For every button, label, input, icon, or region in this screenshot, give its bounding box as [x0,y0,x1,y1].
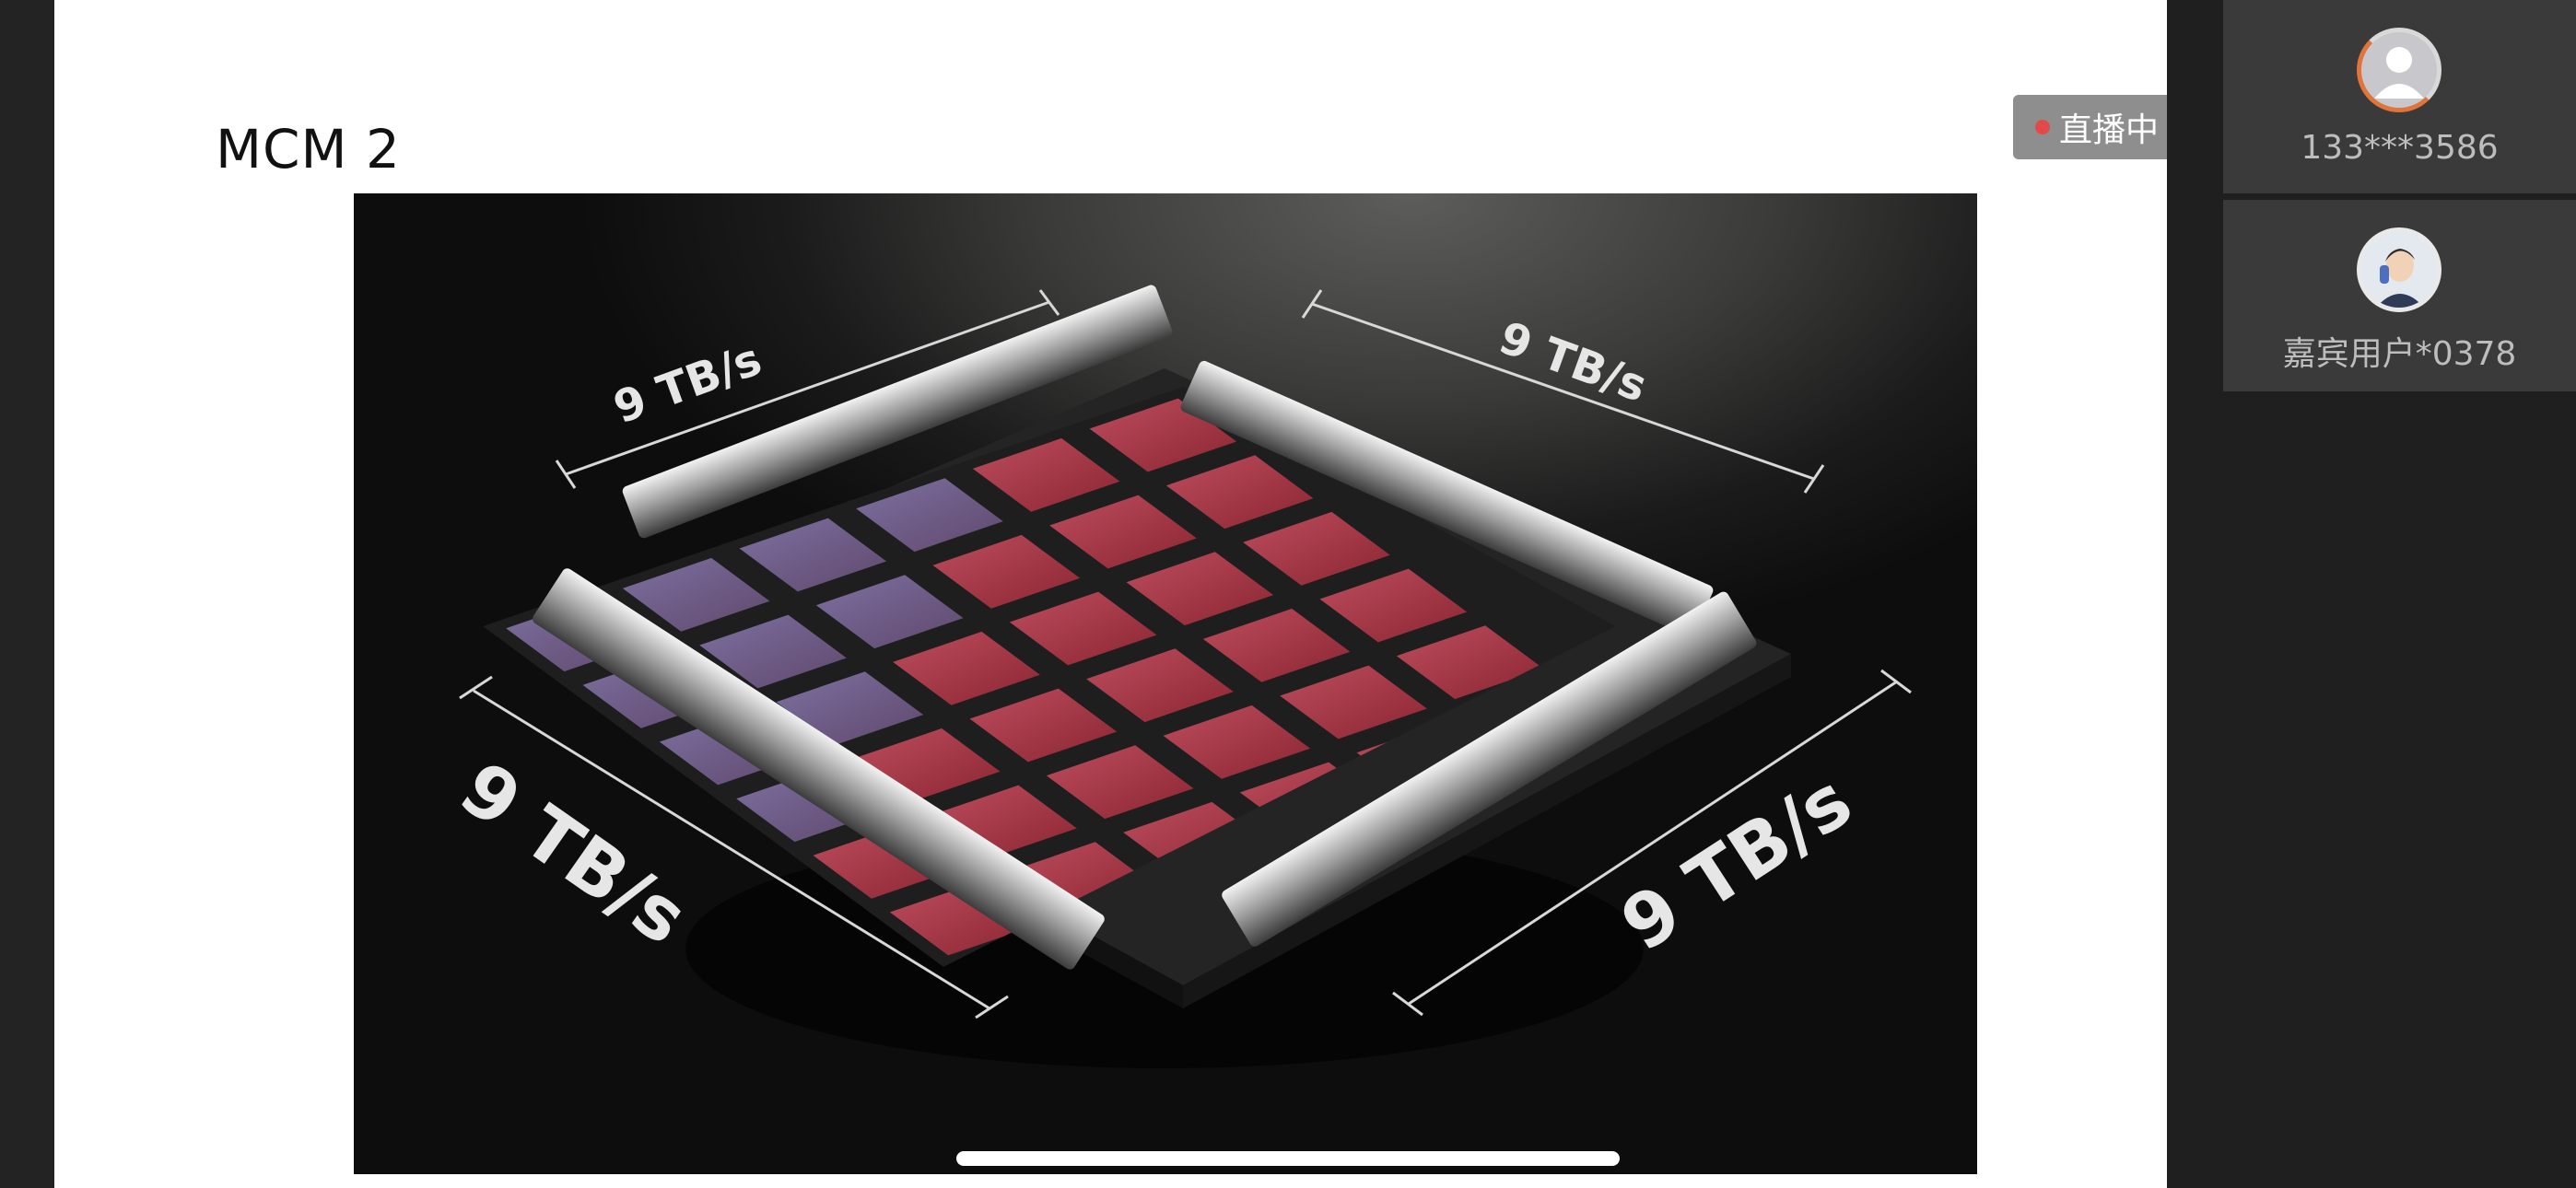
guest-photo-avatar-icon [2357,227,2441,312]
chip-module-illustration: 9 TB/s 9 TB/s 9 TB/s 9 TB/s [445,285,1912,1068]
die-tile [815,575,964,649]
die-tile [1163,705,1311,779]
die-tile [1243,511,1390,586]
die-tile [1280,665,1427,740]
die-tile [932,534,1081,609]
live-dot-icon [2035,120,2050,134]
participant-tile[interactable]: 嘉宾用户*0378 [2223,200,2576,391]
bandwidth-label-top-left: 9 TB/s [607,333,768,434]
die-tile [1126,552,1274,626]
die-tile [699,614,847,689]
connectors-top-left [622,285,1173,539]
live-status-label: 直播中 [2059,111,2160,149]
die-tile [856,478,1003,553]
die-tile [739,518,887,592]
die-tile [1202,608,1351,682]
die-tile [1009,591,1157,666]
bandwidth-label-bottom-right: 9 TB/s [1607,758,1867,968]
die-tile [1049,495,1197,569]
live-status-badge: 直播中 [2013,95,2167,159]
die-tile [1165,455,1314,530]
die-tile [893,631,1040,705]
die-tile [969,688,1118,763]
die-tile [776,671,924,746]
participant-name: 133***3586 [2301,129,2499,167]
die-tile [1046,745,1194,820]
participant-sidebar: 133***3586 嘉宾用户*0378 [2167,0,2576,1188]
default-user-avatar-icon [2357,28,2441,112]
bandwidth-label-bottom-left: 9 TB/s [445,745,702,961]
die-tile [622,557,770,632]
die-tile [972,437,1120,512]
die-tile [1396,625,1544,700]
slide-title: MCM 2 [216,118,401,181]
presentation-slide: MCM 2 [54,0,2167,1188]
die-tile [1086,648,1234,723]
participant-name: 嘉宾用户*0378 [2282,335,2517,373]
participant-tile[interactable]: 133***3586 [2223,0,2576,193]
die-tile [1319,568,1468,643]
home-indicator[interactable] [956,1151,1620,1166]
chip-module-image: 9 TB/s 9 TB/s 9 TB/s 9 TB/s [354,193,1977,1174]
bandwidth-label-top-right: 9 TB/s [1493,312,1654,413]
